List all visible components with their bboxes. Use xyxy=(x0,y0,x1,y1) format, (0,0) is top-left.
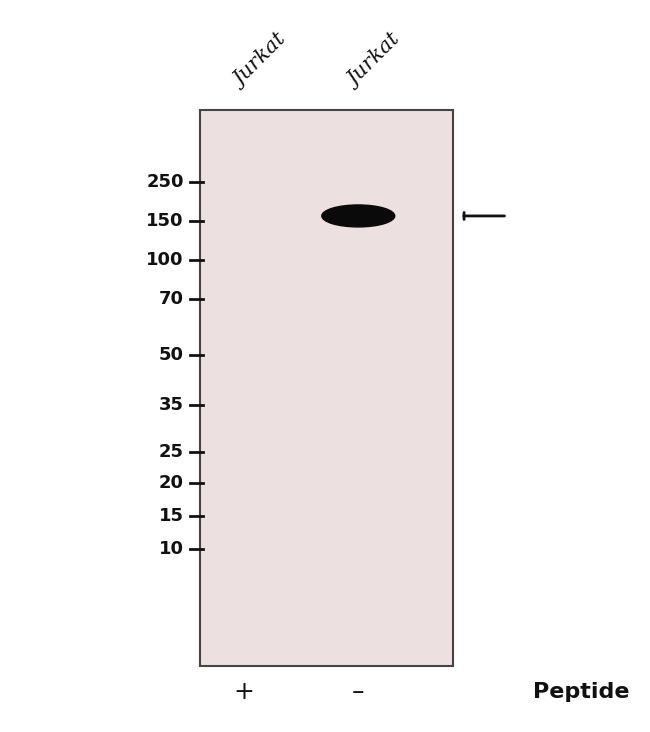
Text: 35: 35 xyxy=(159,396,184,414)
Text: Jurkat: Jurkat xyxy=(231,31,291,92)
Text: 10: 10 xyxy=(159,540,184,559)
Text: 50: 50 xyxy=(159,346,184,364)
Text: 100: 100 xyxy=(146,251,184,269)
Text: 70: 70 xyxy=(159,290,184,308)
Text: 20: 20 xyxy=(159,474,184,491)
Text: Peptide: Peptide xyxy=(532,681,629,702)
Text: 250: 250 xyxy=(146,173,184,191)
Bar xyxy=(200,110,454,666)
Text: +: + xyxy=(234,680,255,703)
Text: –: – xyxy=(352,680,365,703)
Ellipse shape xyxy=(322,205,395,227)
Text: 150: 150 xyxy=(146,212,184,230)
Text: 25: 25 xyxy=(159,443,184,461)
Text: Jurkat: Jurkat xyxy=(345,31,404,92)
Text: 15: 15 xyxy=(159,507,184,525)
